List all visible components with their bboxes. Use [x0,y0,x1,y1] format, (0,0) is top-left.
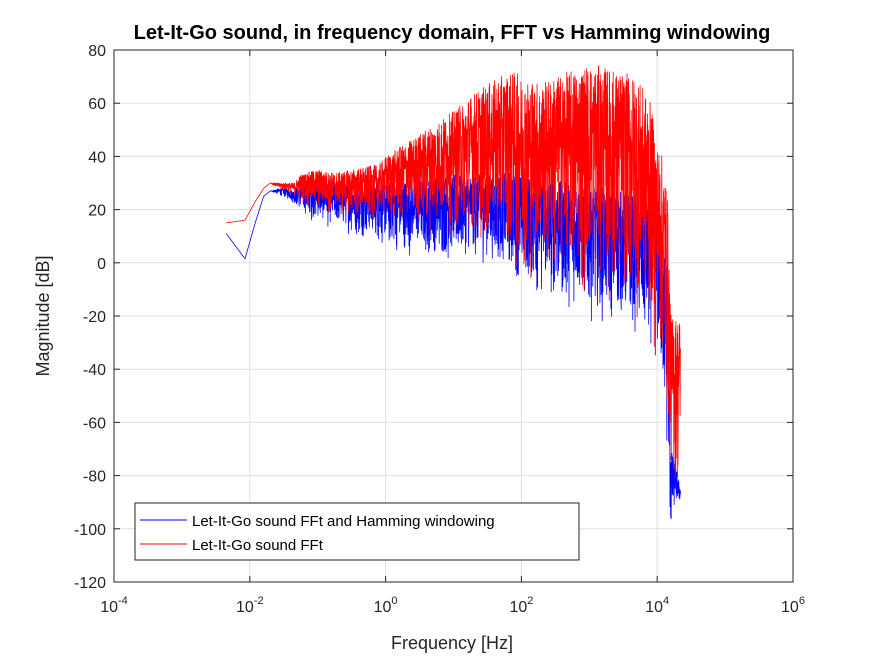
x-tick-label: 102 [509,595,533,616]
x-tick-exponent: -4 [118,595,128,607]
y-tick-label: -100 [74,522,106,539]
y-tick-label: 20 [88,203,106,220]
x-tick-exponent: 2 [527,595,533,607]
tick-marks [113,49,794,583]
x-tick-exponent: 4 [663,595,669,607]
x-tick-base: 10 [645,599,663,616]
y-tick-label: -120 [74,575,106,592]
x-tick-label: 104 [645,595,669,616]
legend-label-hamming: Let-It-Go sound FFt and Hamming windowin… [192,513,495,530]
x-axis-label: Frequency [Hz] [391,633,513,653]
y-tick-label: 0 [97,256,106,273]
x-tick-exponent: 6 [799,595,805,607]
y-tick-label: -40 [83,362,106,379]
x-tick-base: 10 [781,599,799,616]
x-tick-base: 10 [509,599,527,616]
y-tick-label: 80 [88,43,106,60]
y-tick-label: 40 [88,149,106,166]
x-tick-label: 106 [781,595,805,616]
x-tick-label: 100 [374,595,398,616]
y-tick-label: 60 [88,96,106,113]
y-tick-label: -60 [83,415,106,432]
legend-box [134,502,580,561]
series-line-1 [226,65,681,479]
y-axis-label: Magnitude [dB] [33,255,53,376]
x-tick-label: 10-4 [100,595,128,616]
y-tick-labels: -120 -100 -80 -60 -40 -20 0 20 40 60 80 [74,43,106,592]
y-tick-label: -20 [83,309,106,326]
x-tick-label: 10-2 [236,595,264,616]
x-tick-base: 10 [236,599,254,616]
x-tick-labels: 10-4 10-2 100 102 104 106 [100,595,805,616]
y-tick-label: -80 [83,469,106,486]
series-layer [225,65,681,520]
x-tick-base: 10 [100,599,118,616]
legend-label-fft: Let-It-Go sound FFt [192,537,324,554]
x-tick-exponent: 0 [391,595,397,607]
legend: Let-It-Go sound FFt and Hamming windowin… [134,502,580,561]
x-tick-exponent: -2 [254,595,264,607]
chart-title: Let-It-Go sound, in frequency domain, FF… [134,22,771,44]
x-tick-base: 10 [374,599,392,616]
